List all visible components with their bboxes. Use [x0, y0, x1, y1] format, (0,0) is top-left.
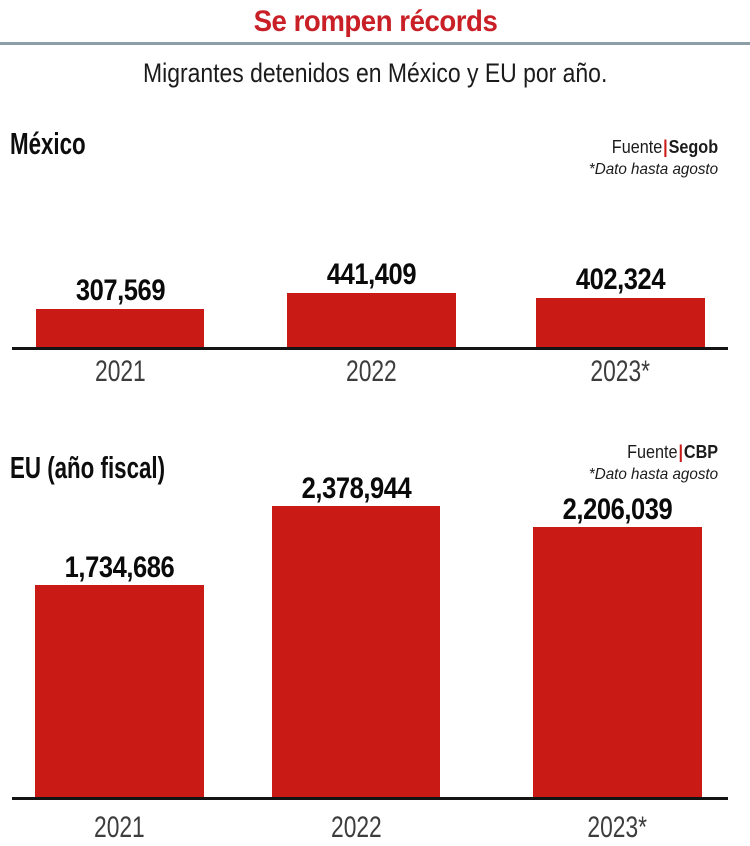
infographic-subtitle: Migrantes detenidos en México y EU por a… — [0, 58, 750, 89]
x-axis-tick-label: 2023* — [587, 811, 648, 844]
bar-2022 — [287, 293, 456, 347]
source-separator: | — [663, 137, 668, 157]
bar-value-label: 307,569 — [75, 274, 165, 307]
source-prefix: Fuente — [627, 442, 678, 462]
bar-value-label: 2,378,944 — [301, 472, 411, 505]
x-axis-tick-label: 2023* — [590, 355, 651, 388]
x-axis-tick-label: 2022 — [330, 811, 382, 844]
x-axis-tick-label: 2022 — [346, 355, 397, 388]
footnote-mexico: *Dato hasta agosto — [588, 161, 718, 178]
chart-title-eu: EU (año fiscal) — [10, 450, 166, 485]
x-axis-line-mexico — [12, 347, 728, 350]
infographic-subtitle-text: Migrantes detenidos en México y EU por a… — [142, 58, 608, 88]
source-name: Segob — [668, 137, 718, 157]
bar-2023* — [533, 527, 702, 797]
bar-2022 — [272, 506, 440, 797]
chart-title-mexico: México — [10, 126, 86, 161]
source-separator: | — [678, 442, 683, 462]
bar-value-label: 441,409 — [326, 258, 417, 291]
source-line-mexico: Fuente|Segob — [600, 137, 718, 158]
infographic-title-text: Se rompen récords — [253, 5, 497, 38]
bar-value-label: 2,206,039 — [562, 493, 673, 526]
bar-value-label: 1,734,686 — [64, 551, 175, 584]
x-axis-tick-label: 2021 — [94, 811, 145, 844]
source-name: CBP — [683, 442, 718, 462]
source-line-eu: Fuente|CBP — [617, 442, 718, 463]
title-divider — [0, 42, 750, 45]
infographic-title: Se rompen récords — [0, 5, 750, 39]
x-axis-line-eu — [12, 797, 728, 800]
bar-2021 — [36, 309, 204, 347]
bar-2023* — [536, 298, 705, 347]
bar-2021 — [35, 585, 204, 797]
x-axis-tick-label: 2021 — [94, 355, 146, 388]
footnote-eu: *Dato hasta agosto — [588, 466, 718, 483]
source-prefix: Fuente — [611, 137, 663, 157]
bar-value-label: 402,324 — [575, 263, 666, 296]
